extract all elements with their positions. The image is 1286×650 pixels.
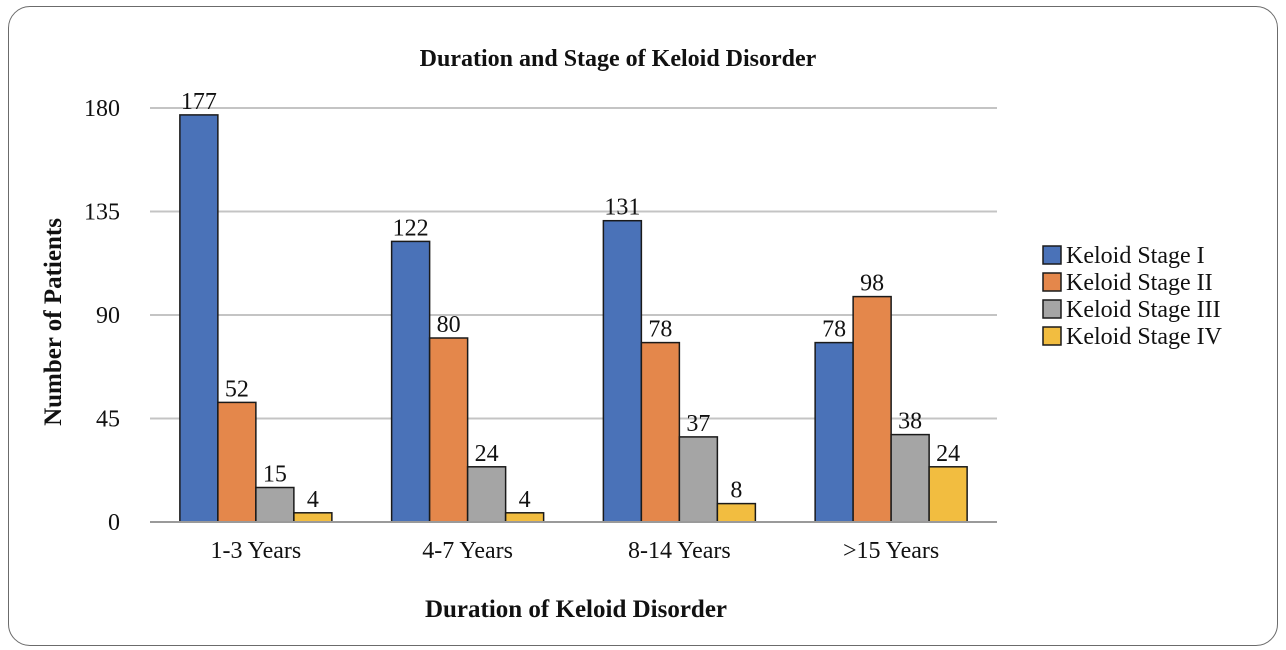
- data-labels: 177 52 15 4 122 80 24 4 131 78 37 8 78 98 38 24: [181, 89, 960, 513]
- bar: [428, 337, 469, 523]
- data-label: 131: [604, 195, 640, 221]
- x-category-label: 8-14 Years: [628, 538, 731, 564]
- bar: [504, 512, 545, 523]
- data-label: 52: [225, 376, 249, 402]
- chart-title: Duration and Stage of Keloid Disorder: [420, 46, 817, 72]
- bar: [678, 436, 719, 523]
- legend-swatch: [1042, 326, 1062, 346]
- legend-label: Keloid Stage III: [1066, 297, 1221, 323]
- data-label: 37: [686, 411, 710, 437]
- bar: [890, 433, 930, 523]
- x-category-label: >15 Years: [843, 538, 939, 564]
- x-category-label: 1-3 Years: [211, 538, 302, 564]
- data-label: 122: [393, 215, 429, 241]
- data-label: 78: [648, 317, 672, 343]
- bar: [293, 512, 333, 523]
- y-tick-label: 135: [84, 200, 120, 226]
- legend-swatch: [1042, 299, 1062, 319]
- data-label: 15: [263, 462, 287, 488]
- bar: [179, 114, 219, 523]
- bar: [217, 401, 257, 523]
- data-label: 38: [898, 409, 922, 435]
- bar: [466, 466, 507, 523]
- legend-swatch: [1042, 245, 1062, 265]
- data-label: 4: [519, 487, 531, 513]
- data-label: 177: [181, 89, 217, 115]
- x-category-label: 4-7 Years: [422, 538, 513, 564]
- legend-label: Keloid Stage II: [1066, 270, 1213, 296]
- x-axis-title: Duration of Keloid Disorder: [425, 596, 727, 623]
- y-tick-label: 0: [108, 510, 120, 536]
- bars: [179, 114, 968, 523]
- y-axis-title: Number of Patients: [40, 218, 67, 426]
- x-axis-categories: 1-3 Years 4-7 Years 8-14 Years >15 Years: [211, 538, 940, 564]
- chart-frame: [8, 6, 1278, 646]
- bar: [602, 219, 643, 523]
- data-label: 78: [822, 317, 846, 343]
- bar: [928, 466, 968, 523]
- bar: [814, 341, 854, 523]
- data-label: 24: [475, 441, 499, 467]
- y-tick-label: 90: [96, 303, 120, 329]
- bar: [390, 240, 431, 523]
- bar: [716, 502, 757, 523]
- data-label: 24: [936, 441, 960, 467]
- bar: [852, 295, 892, 523]
- data-label: 4: [307, 487, 319, 513]
- y-axis-ticks: 0 45 90 135 180: [84, 96, 120, 536]
- data-label: 8: [730, 478, 742, 504]
- legend-label: Keloid Stage I: [1066, 243, 1205, 269]
- y-tick-label: 45: [96, 407, 120, 433]
- bar: [255, 486, 295, 523]
- legend-swatch: [1042, 272, 1062, 292]
- y-tick-label: 180: [84, 96, 120, 122]
- data-label: 80: [437, 312, 461, 338]
- bar: [640, 341, 681, 523]
- legend-label: Keloid Stage IV: [1066, 324, 1223, 350]
- data-label: 98: [860, 271, 884, 297]
